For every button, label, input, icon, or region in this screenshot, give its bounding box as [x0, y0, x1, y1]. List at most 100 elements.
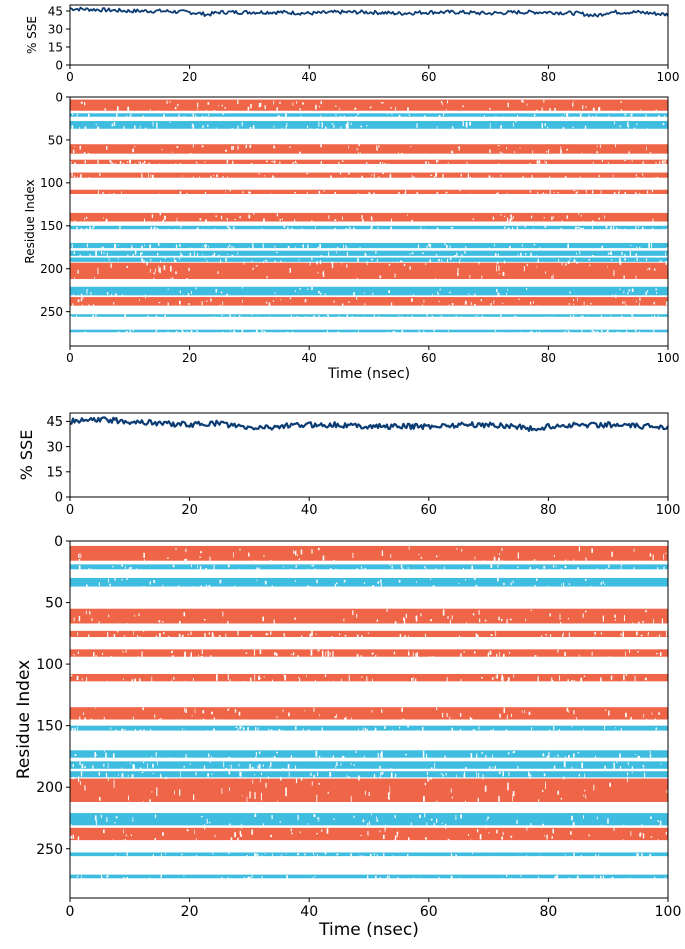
band-gap	[623, 275, 625, 280]
band-gap	[116, 106, 119, 111]
band-gap	[434, 278, 436, 283]
band-gap	[475, 584, 478, 587]
band-gap	[166, 557, 169, 559]
band-gap	[411, 252, 414, 255]
band-gap	[243, 876, 245, 880]
y-tick-label: 100	[40, 176, 63, 190]
band-gap	[147, 763, 148, 769]
band-gap	[306, 877, 308, 882]
band-gap	[73, 149, 75, 154]
band-gap	[497, 192, 499, 197]
band-gap	[369, 247, 370, 251]
band-gap	[222, 113, 225, 115]
band-gap	[580, 116, 582, 118]
band-gap	[139, 767, 142, 773]
band-gap	[134, 125, 136, 133]
band-gap	[155, 315, 158, 318]
band-gap	[656, 652, 658, 655]
band-gap	[101, 876, 103, 879]
band-gap	[563, 761, 565, 767]
band-gap	[546, 834, 548, 840]
band-gap	[560, 146, 562, 151]
band-gap	[545, 634, 548, 636]
band-gap	[647, 633, 649, 637]
band-gap	[388, 875, 390, 878]
band-gap	[149, 799, 151, 804]
helix-band	[70, 827, 668, 841]
band-gap	[211, 632, 213, 638]
band-gap	[364, 292, 365, 294]
band-gap	[426, 245, 428, 250]
band-gap	[145, 294, 146, 299]
band-gap	[577, 226, 580, 229]
band-gap	[386, 113, 388, 115]
band-gap	[573, 753, 575, 757]
band-gap	[424, 115, 426, 119]
band-gap	[610, 675, 613, 680]
band-gap	[89, 292, 92, 294]
band-gap	[543, 565, 546, 569]
band-gap	[381, 550, 384, 556]
band-gap	[395, 775, 397, 779]
band-gap	[511, 227, 513, 230]
band-gap	[460, 653, 462, 660]
band-gap	[107, 777, 109, 782]
band-gap	[106, 252, 108, 258]
band-gap	[631, 314, 633, 317]
band-gap	[193, 251, 195, 257]
band-gap	[503, 708, 505, 713]
band-gap	[309, 585, 311, 590]
band-gap	[330, 175, 332, 177]
band-gap	[86, 291, 88, 295]
band-gap	[327, 650, 329, 658]
band-gap	[605, 225, 608, 229]
band-gap	[72, 763, 74, 768]
band-gap	[73, 294, 74, 297]
helix-band	[70, 778, 668, 802]
band-gap	[506, 217, 509, 222]
band-gap	[249, 191, 252, 194]
band-gap	[129, 330, 131, 333]
band-gap	[481, 752, 484, 754]
band-gap	[284, 113, 287, 117]
band-gap	[155, 330, 157, 333]
band-gap	[450, 875, 453, 880]
band-gap	[315, 633, 317, 636]
band-gap	[401, 260, 403, 263]
band-gap	[316, 817, 319, 820]
band-gap	[260, 792, 262, 801]
band-gap	[430, 777, 432, 780]
band-gap	[253, 331, 255, 335]
band-gap	[516, 115, 518, 119]
band-gap	[488, 832, 490, 834]
band-gap	[102, 191, 104, 195]
band-gap	[580, 215, 582, 217]
band-gap	[157, 110, 159, 112]
band-gap	[123, 162, 124, 165]
band-gap	[265, 782, 267, 788]
band-gap	[441, 822, 443, 824]
band-gap	[588, 258, 591, 261]
band-gap	[476, 228, 478, 232]
band-gap	[285, 125, 287, 131]
band-gap	[186, 331, 188, 333]
band-gap	[239, 215, 241, 219]
band-gap	[309, 261, 311, 266]
band-gap	[149, 108, 151, 113]
band-gap	[584, 125, 587, 132]
band-gap	[531, 175, 533, 179]
band-gap	[604, 709, 607, 711]
x-tick-label: 0	[66, 503, 74, 518]
band-gap	[184, 116, 186, 120]
band-gap	[264, 260, 267, 262]
band-gap	[127, 106, 130, 112]
band-gap	[636, 853, 639, 857]
band-gap	[655, 288, 657, 291]
band-gap	[209, 761, 211, 764]
band-gap	[444, 243, 446, 246]
band-gap	[175, 271, 177, 275]
band-gap	[109, 583, 111, 586]
band-gap	[546, 316, 549, 319]
band-gap	[566, 215, 568, 219]
band-gap	[627, 121, 629, 127]
